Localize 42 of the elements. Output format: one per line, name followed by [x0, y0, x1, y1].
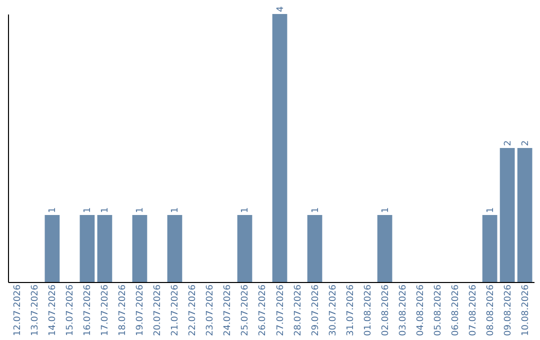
x-tick-label: 31.07.2026 [346, 284, 356, 336]
data-label: 1 [48, 207, 58, 213]
data-label: 4 [276, 6, 286, 12]
x-tick-label: 09.08.2026 [503, 284, 514, 336]
data-label: 2 [520, 140, 531, 146]
data-label: 1 [240, 207, 251, 213]
x-tick-label: 23.07.2026 [206, 284, 216, 336]
x-tick-label: 14.07.2026 [48, 284, 58, 336]
data-label: 1 [83, 207, 94, 213]
x-tick-label: 08.08.2026 [486, 284, 496, 336]
x-tick-label: 07.08.2026 [468, 284, 478, 336]
x-tick-label: 01.08.2026 [363, 284, 374, 336]
x-tick-label: 22.07.2026 [188, 284, 198, 336]
x-tick-label: 21.07.2026 [170, 284, 181, 336]
x-tick-label: 04.08.2026 [416, 284, 426, 336]
data-label: 1 [380, 207, 391, 213]
data-label: 1 [486, 207, 496, 213]
x-tick-label: 16.07.2026 [83, 284, 94, 336]
x-tick-label: 17.07.2026 [100, 284, 111, 336]
x-tick-label: 05.08.2026 [433, 284, 444, 336]
x-tick-label: 19.07.2026 [136, 284, 146, 336]
x-tick-label: 03.08.2026 [398, 284, 408, 336]
x-tick-label: 27.07.2026 [276, 284, 286, 336]
x-tick-label: 02.08.2026 [380, 284, 391, 336]
data-label: 2 [503, 140, 514, 146]
x-tick-label: 25.07.2026 [240, 284, 251, 336]
x-tick-label: 28.07.2026 [293, 284, 304, 336]
x-tick-label: 12.07.2026 [13, 284, 24, 336]
x-tick-label: 18.07.2026 [118, 284, 128, 336]
x-tick-label: 10.08.2026 [520, 284, 531, 336]
x-tick-label: 24.07.2026 [223, 284, 234, 336]
x-tick-label: 20.07.2026 [153, 284, 164, 336]
x-tick-label: 06.08.2026 [450, 284, 461, 336]
x-tick-label: 13.07.2026 [30, 284, 41, 336]
data-label: 1 [100, 207, 111, 213]
data-label: 1 [310, 207, 321, 213]
data-label: 1 [136, 207, 146, 213]
x-tick-label: 26.07.2026 [258, 284, 268, 336]
x-tick-label: 30.07.2026 [328, 284, 338, 336]
x-tick-label: 29.07.2026 [310, 284, 321, 336]
x-tick-label: 15.07.2026 [66, 284, 76, 336]
data-label: 1 [170, 207, 181, 213]
